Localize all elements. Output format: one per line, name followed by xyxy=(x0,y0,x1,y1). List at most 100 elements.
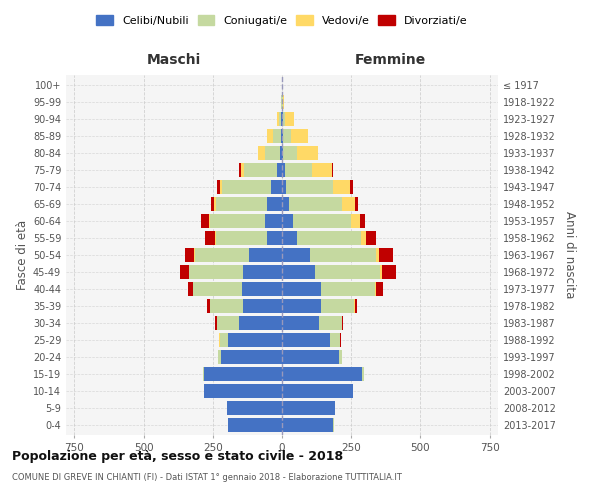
Bar xyxy=(282,146,297,160)
Bar xyxy=(282,164,333,177)
Bar xyxy=(219,333,282,346)
Bar xyxy=(203,367,282,380)
Bar xyxy=(282,198,355,211)
Bar xyxy=(282,418,334,432)
Bar xyxy=(188,282,282,296)
Bar xyxy=(218,350,282,364)
Bar xyxy=(282,384,353,398)
Text: Maschi: Maschi xyxy=(147,52,201,66)
Bar xyxy=(282,401,335,414)
Bar xyxy=(282,401,335,414)
Bar xyxy=(244,164,282,177)
Bar xyxy=(239,316,282,330)
Bar xyxy=(201,214,282,228)
Bar xyxy=(223,180,282,194)
Bar xyxy=(282,96,283,109)
Bar xyxy=(281,96,282,109)
Bar xyxy=(281,130,282,143)
Bar xyxy=(267,198,282,211)
Bar xyxy=(193,282,282,296)
Bar xyxy=(227,401,282,414)
Bar xyxy=(282,231,297,245)
Bar xyxy=(257,146,282,160)
Bar xyxy=(282,299,354,312)
Bar xyxy=(242,282,282,296)
Bar xyxy=(282,112,293,126)
Bar xyxy=(205,384,282,398)
Bar xyxy=(282,96,284,109)
Bar xyxy=(205,384,282,398)
Bar xyxy=(271,180,282,194)
Bar xyxy=(215,198,282,211)
Bar xyxy=(185,248,282,262)
Bar xyxy=(281,96,282,109)
Bar xyxy=(282,265,382,279)
Bar xyxy=(282,248,310,262)
Bar xyxy=(215,316,282,330)
Bar xyxy=(228,333,282,346)
Bar xyxy=(227,401,282,414)
Bar xyxy=(282,198,341,211)
Bar xyxy=(282,282,321,296)
Bar xyxy=(282,164,313,177)
Bar xyxy=(203,367,282,380)
Bar xyxy=(282,350,341,364)
Bar xyxy=(282,130,308,143)
Bar xyxy=(282,146,283,160)
Bar xyxy=(205,384,282,398)
Bar xyxy=(257,146,282,160)
Bar xyxy=(282,248,393,262)
Bar xyxy=(215,231,282,245)
Bar xyxy=(282,333,331,346)
Bar xyxy=(282,384,353,398)
Bar xyxy=(282,146,318,160)
Bar xyxy=(282,214,359,228)
Bar xyxy=(228,418,282,432)
Bar xyxy=(282,401,335,414)
Bar xyxy=(282,401,335,414)
Bar xyxy=(210,299,282,312)
Bar xyxy=(195,248,282,262)
Bar xyxy=(282,350,339,364)
Bar xyxy=(227,401,282,414)
Bar xyxy=(277,164,282,177)
Bar xyxy=(241,164,282,177)
Bar xyxy=(282,265,315,279)
Bar xyxy=(282,316,342,330)
Bar xyxy=(282,265,380,279)
Bar xyxy=(280,146,282,160)
Bar xyxy=(218,350,282,364)
Bar xyxy=(279,112,282,126)
Bar xyxy=(228,418,282,432)
Bar xyxy=(282,299,355,312)
Y-axis label: Fasce di età: Fasce di età xyxy=(16,220,29,290)
Bar xyxy=(282,180,353,194)
Bar xyxy=(228,418,282,432)
Bar xyxy=(282,231,376,245)
Bar xyxy=(211,198,282,211)
Bar xyxy=(281,96,282,109)
Bar xyxy=(217,180,282,194)
Bar xyxy=(282,180,333,194)
Bar xyxy=(243,265,282,279)
Bar xyxy=(205,367,282,380)
Bar xyxy=(282,384,353,398)
Bar xyxy=(282,112,286,126)
Bar xyxy=(218,350,282,364)
Bar xyxy=(210,214,282,228)
Bar xyxy=(282,231,361,245)
Bar xyxy=(282,248,379,262)
Bar xyxy=(267,231,282,245)
Bar xyxy=(282,367,364,380)
Bar xyxy=(272,130,282,143)
Bar xyxy=(282,316,319,330)
Bar xyxy=(214,198,282,211)
Bar xyxy=(282,384,353,398)
Bar xyxy=(282,164,332,177)
Bar xyxy=(282,96,284,109)
Bar xyxy=(282,180,286,194)
Bar xyxy=(265,146,282,160)
Bar xyxy=(282,316,343,330)
Bar xyxy=(282,418,333,432)
Bar xyxy=(282,248,376,262)
